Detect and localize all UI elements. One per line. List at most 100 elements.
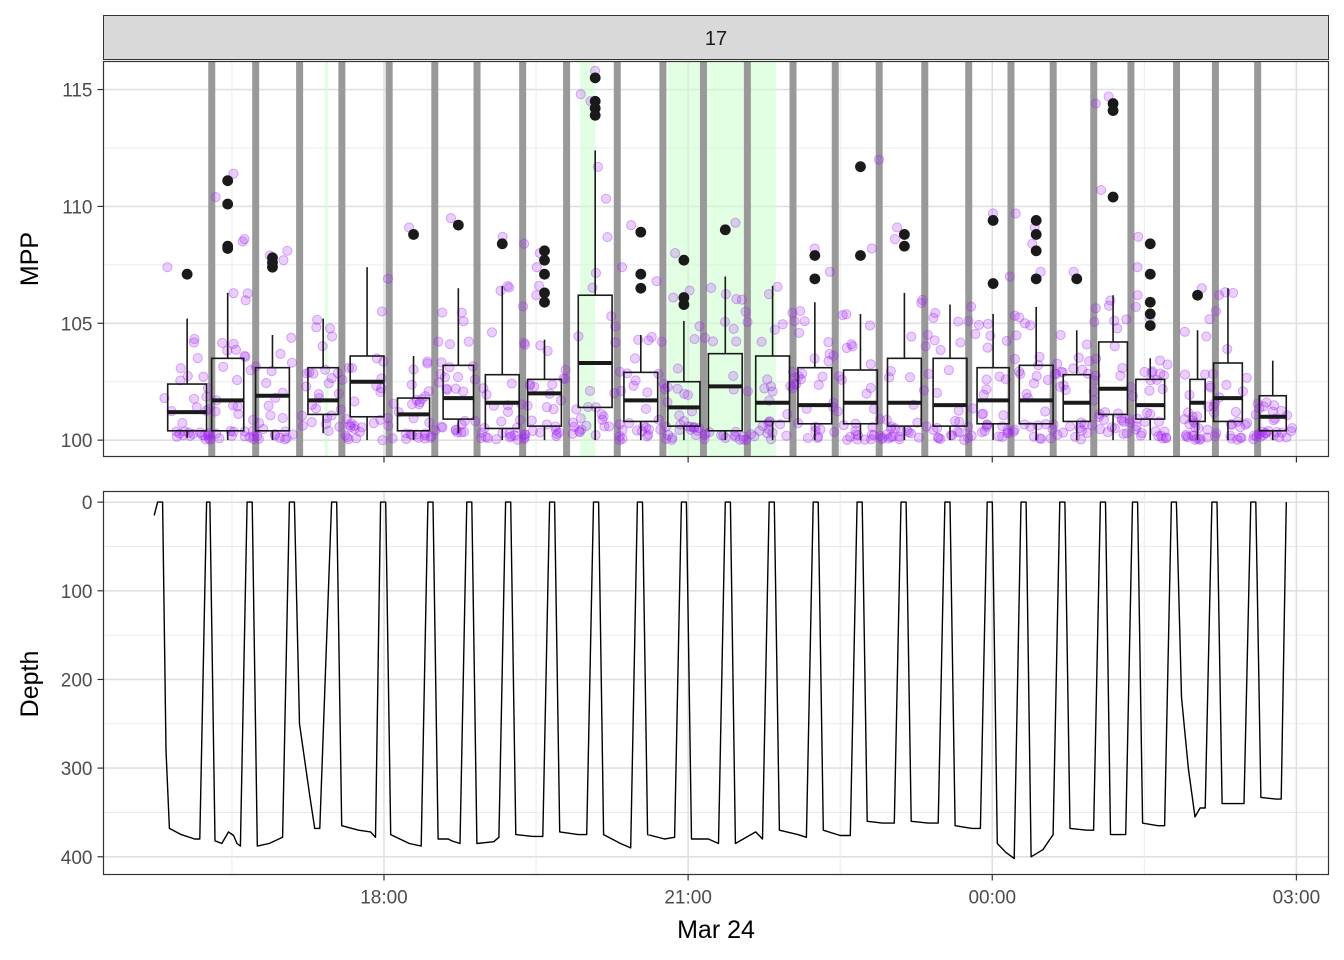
box-iqr: [842, 369, 879, 425]
jitter-point: [326, 372, 337, 384]
jitter-point: [954, 427, 965, 438]
jitter-point: [1055, 329, 1066, 341]
jitter-point: [1109, 341, 1120, 352]
jitter-point: [815, 424, 826, 435]
mpp-panel: 100 105 110 115: [61, 60, 1330, 463]
jitter-point: [335, 404, 346, 415]
jitter-point: [435, 368, 446, 380]
jitter-point: [1084, 356, 1095, 367]
boxplot: [307, 318, 340, 434]
box-iqr: [1097, 341, 1129, 416]
box-iqr: [797, 366, 833, 425]
y-tick-label: 105: [61, 314, 93, 335]
jitter-point: [533, 280, 545, 291]
outlier-point: [267, 252, 278, 264]
jitter-point: [575, 89, 586, 100]
jitter-point: [200, 434, 211, 445]
jitter-point: [904, 372, 916, 383]
outlier-point: [496, 238, 508, 250]
jitter-point: [802, 432, 814, 444]
jitter-point: [281, 432, 292, 444]
jitter-point: [817, 371, 828, 382]
jitter-point: [406, 379, 417, 390]
jitter-point: [1047, 424, 1058, 435]
jitter-point: [1261, 397, 1272, 408]
jitter-point: [847, 341, 858, 352]
jitter-point: [239, 431, 250, 442]
jitter-point: [575, 413, 586, 424]
jitter-point: [1235, 432, 1246, 443]
surface-band: [1007, 61, 1015, 457]
jitter-point: [861, 388, 872, 399]
jitter-point: [312, 314, 323, 325]
jitter-point: [1131, 421, 1142, 432]
jitter-point: [932, 432, 943, 443]
jitter-point: [519, 432, 530, 443]
jitter-point: [763, 289, 775, 300]
jitter-point: [345, 421, 356, 433]
outlier-point: [539, 245, 550, 257]
jitter-point: [965, 301, 977, 312]
jitter-point: [535, 427, 546, 438]
jitter-point: [614, 419, 625, 430]
jitter-point: [636, 426, 648, 437]
jitter-point: [1010, 208, 1021, 219]
jitter-point: [574, 427, 585, 438]
jitter-point: [1186, 430, 1198, 441]
outlier-point: [222, 175, 234, 187]
outlier-point: [1144, 296, 1156, 308]
jitter-point: [795, 305, 806, 317]
jitter-point: [1025, 320, 1036, 331]
jitter-point: [767, 386, 778, 397]
surface-band: [385, 61, 393, 457]
jitter-point: [574, 426, 585, 437]
jitter-point: [279, 434, 291, 445]
outlier-point: [539, 268, 550, 280]
outlier-point: [1192, 289, 1203, 301]
jitter-point: [1162, 359, 1173, 370]
jitter-point: [346, 418, 357, 429]
jitter-point: [218, 361, 229, 372]
jitter-point: [584, 385, 596, 396]
jitter-point: [1250, 409, 1261, 420]
box-iqr: [1018, 364, 1054, 425]
jitter-point: [341, 413, 352, 425]
jitter-point: [567, 417, 579, 428]
jitter-point: [383, 420, 394, 431]
surface-band: [831, 61, 839, 457]
jitter-point: [1226, 419, 1237, 430]
jitter-point: [205, 434, 216, 445]
jitter-point: [873, 154, 885, 165]
x-tick-label: 21:00: [664, 888, 712, 909]
jitter-point: [1116, 415, 1128, 426]
jitter-point: [887, 431, 898, 442]
outlier-point: [1144, 320, 1156, 332]
jitter-point: [278, 255, 289, 266]
jitter-point: [1008, 426, 1019, 438]
jitter-point: [526, 415, 537, 426]
jitter-point: [1190, 434, 1201, 445]
outlier-point: [678, 254, 690, 266]
jitter-point: [175, 363, 186, 374]
box-iqr: [210, 357, 245, 432]
jitter-point: [514, 414, 526, 425]
jitter-point: [1052, 429, 1063, 440]
jitter-point: [1161, 432, 1172, 443]
jitter-point: [481, 389, 492, 400]
jitter-point: [349, 420, 360, 431]
box-iqr: [754, 355, 791, 423]
jitter-point: [881, 429, 892, 440]
jitter-point: [923, 368, 934, 380]
surface-band: [613, 61, 621, 457]
jitter-point: [423, 386, 434, 397]
jitter-point: [375, 414, 386, 425]
boxplot: [667, 254, 701, 441]
jitter-point: [237, 236, 248, 247]
jitter-point: [1031, 371, 1042, 382]
jitter-point: [763, 424, 775, 435]
jitter-point: [933, 433, 944, 444]
jitter-point: [624, 418, 635, 429]
jitter-point: [982, 342, 993, 353]
outlier-point: [635, 226, 647, 238]
outlier-point: [809, 250, 821, 261]
